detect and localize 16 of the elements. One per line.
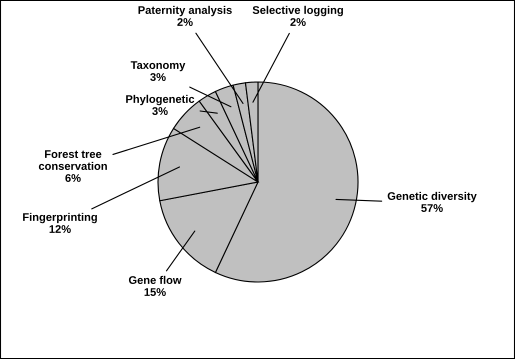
slice-label: Paternity analysis (138, 6, 232, 16)
slice-label: Forest tree conservation (38, 150, 107, 170)
data-label: 3% (152, 107, 168, 116)
data-label: 57% (421, 204, 443, 212)
slice-label: Genetic diversity (388, 192, 477, 202)
data-label: 2% (177, 18, 193, 26)
data-label: 15% (144, 288, 166, 296)
slice-label: Fingerprinting (23, 212, 97, 224)
data-label: 3% (150, 73, 166, 81)
slice-label: Selective logging (252, 6, 343, 16)
slice-label: Taxonomy (130, 61, 186, 72)
data-label: 12% (50, 225, 71, 233)
slice-label: Phylogenetic (126, 94, 194, 106)
data-label: 6% (65, 174, 81, 182)
data-label: 2% (290, 18, 306, 26)
slice-label: Gene flow (128, 276, 182, 284)
